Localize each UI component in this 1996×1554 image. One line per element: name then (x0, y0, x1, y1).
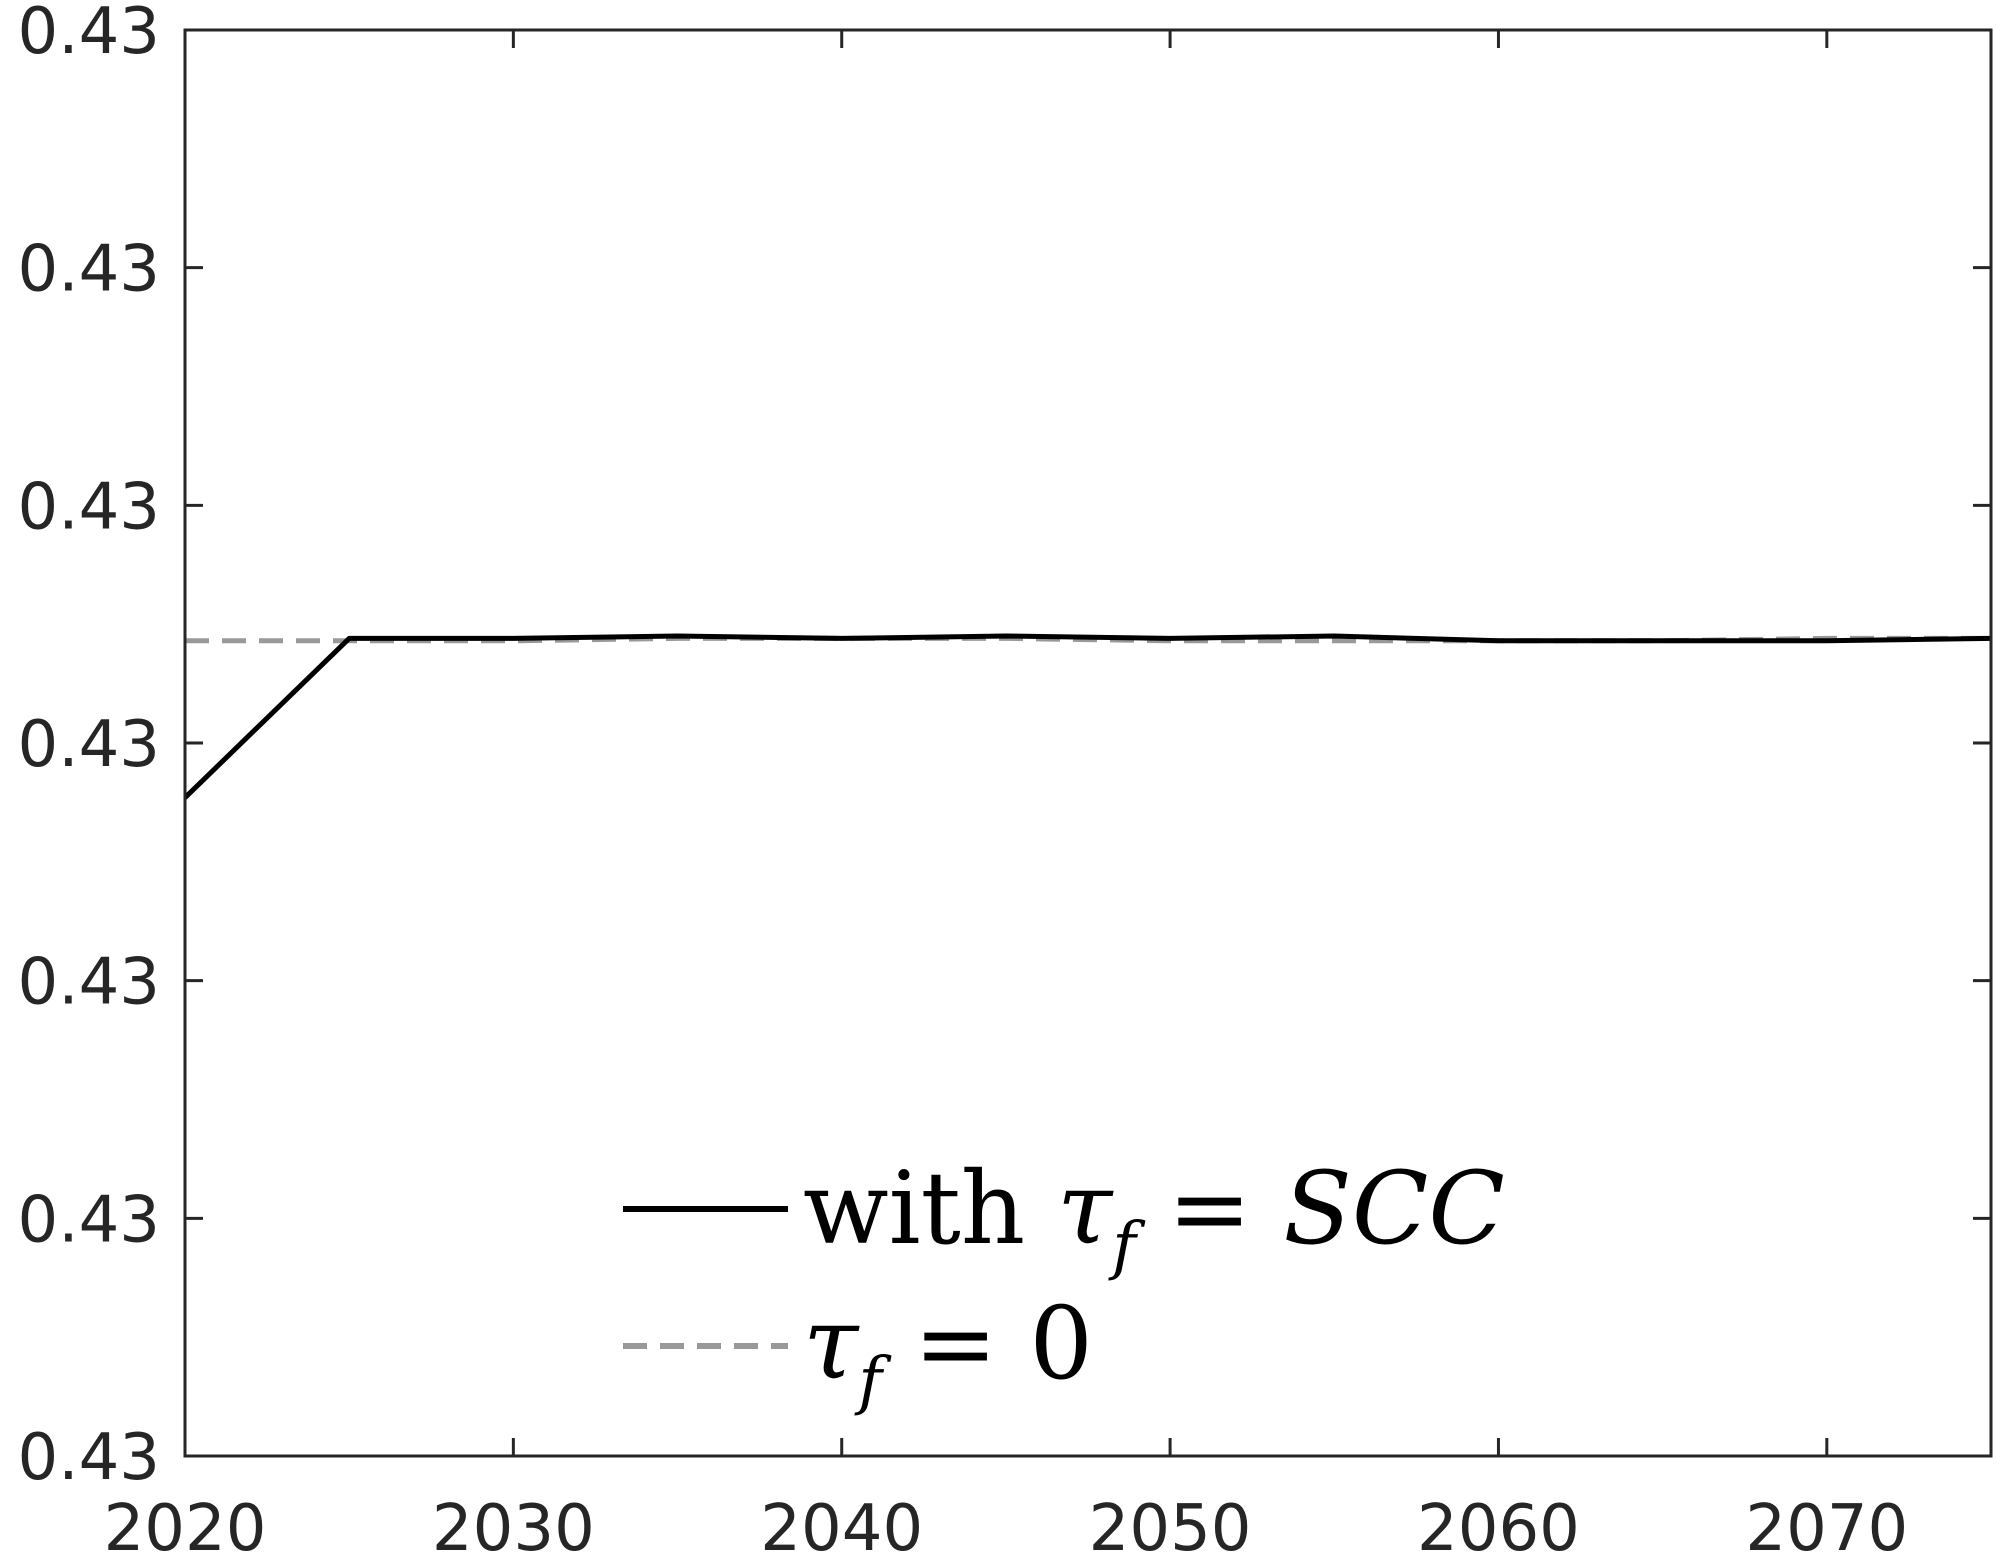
y-tick-label: 0.43 (18, 708, 161, 782)
x-tick-label: 2040 (760, 1492, 923, 1554)
x-tick-label: 2070 (1745, 1492, 1908, 1554)
legend: with τf = SCC τf = 0 (623, 1150, 1505, 1418)
x-tick-label: 2030 (432, 1492, 595, 1554)
y-tick-labels: 0.43 0.43 0.43 0.43 0.43 0.43 0.43 (18, 0, 161, 1495)
y-tick-label: 0.43 (18, 0, 161, 69)
y-tick-label: 0.43 (18, 233, 161, 307)
legend-label-zero-tax: τf = 0 (803, 1285, 1093, 1418)
legend-label-with-scc: with τf = SCC (803, 1150, 1505, 1283)
x-tick-label: 2020 (104, 1492, 267, 1554)
y-tick-label: 0.43 (18, 1421, 161, 1495)
y-tick-label: 0.43 (18, 470, 161, 544)
x-tick-label: 2060 (1417, 1492, 1580, 1554)
series-lines (183, 633, 1992, 800)
plot-frame (183, 28, 1993, 1458)
y-tick-label: 0.43 (18, 1183, 161, 1257)
x-tick-label: 2050 (1089, 1492, 1252, 1554)
series-line-with-scc (183, 633, 1992, 800)
y-tick-label: 0.43 (18, 946, 161, 1020)
x-tick-labels: 2020 2030 2040 2050 2060 2070 (104, 1492, 1909, 1554)
